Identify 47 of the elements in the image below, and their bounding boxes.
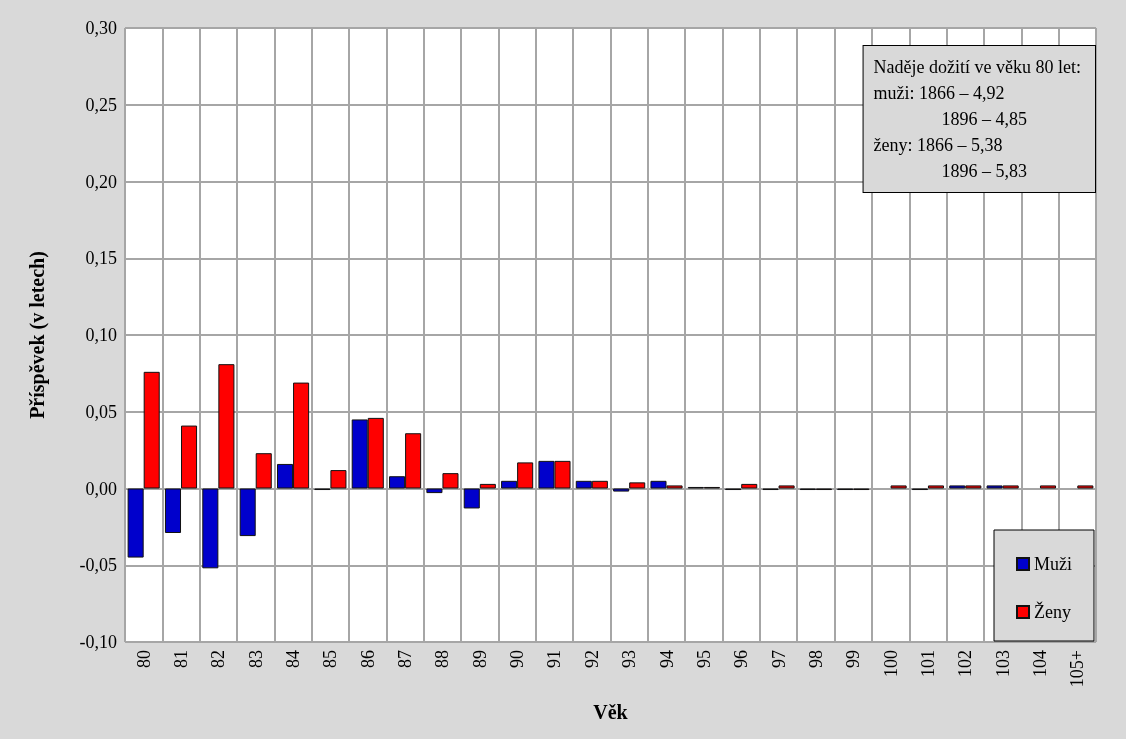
x-tick-label: 89	[469, 650, 490, 668]
legend-label: Muži	[1034, 554, 1072, 574]
y-tick-label: 0,15	[85, 248, 117, 269]
legend-label: Ženy	[1034, 601, 1071, 622]
y-tick-label: -0,05	[79, 555, 117, 576]
y-tick-label: 0,25	[85, 94, 117, 115]
x-tick-label: 100	[880, 650, 901, 677]
annotation: muži: 1866 – 4,92	[873, 83, 1005, 103]
y-tick-label: 0,30	[85, 18, 117, 38]
x-tick-label: 101	[917, 650, 938, 677]
x-tick-label: 86	[357, 650, 378, 668]
y-tick-label: 0,05	[85, 401, 117, 422]
x-tick-label: 102	[955, 650, 976, 677]
x-tick-label: 96	[731, 650, 752, 668]
bar	[1077, 485, 1094, 489]
x-tick-label: 95	[693, 650, 714, 668]
annotation: Naděje dožití ve věku 80 let:	[873, 57, 1082, 77]
x-tick-label: 84	[283, 650, 304, 668]
bar	[1039, 485, 1057, 489]
x-tick-label: 105+	[1067, 650, 1088, 688]
annotation: 1896 – 5,83	[941, 161, 1028, 181]
annotation: ženy: 1866 – 5,38	[873, 135, 1003, 155]
y-axis-title: Příspěvek (v letech)	[26, 251, 49, 419]
x-tick-label: 81	[171, 650, 192, 668]
y-tick-label: -0,10	[79, 632, 117, 652]
y-tick-label: 0,00	[85, 478, 117, 499]
x-tick-label: 80	[133, 650, 154, 668]
x-tick-label: 97	[768, 650, 789, 668]
x-tick-label: 87	[395, 650, 416, 668]
x-axis-title: Věk	[593, 701, 629, 723]
x-tick-label: 92	[581, 650, 602, 668]
x-tick-label: 104	[1029, 650, 1050, 677]
x-tick-label: 94	[656, 650, 677, 668]
annotation: 1896 – 4,85	[941, 109, 1028, 129]
x-tick-label: 91	[544, 650, 565, 668]
x-tick-label: 90	[507, 650, 528, 668]
x-tick-label: 99	[843, 650, 864, 668]
x-tick-label: 85	[320, 650, 341, 668]
x-tick-label: 103	[992, 650, 1013, 677]
x-tick-label: 93	[619, 650, 640, 668]
y-tick-label: 0,10	[85, 325, 117, 345]
x-tick-label: 88	[432, 650, 453, 668]
x-tick-label: 98	[805, 650, 826, 668]
x-tick-label: 82	[208, 650, 229, 668]
y-tick-label: 0,20	[85, 171, 117, 192]
x-tick-label: 83	[245, 650, 266, 668]
bar	[890, 485, 907, 489]
